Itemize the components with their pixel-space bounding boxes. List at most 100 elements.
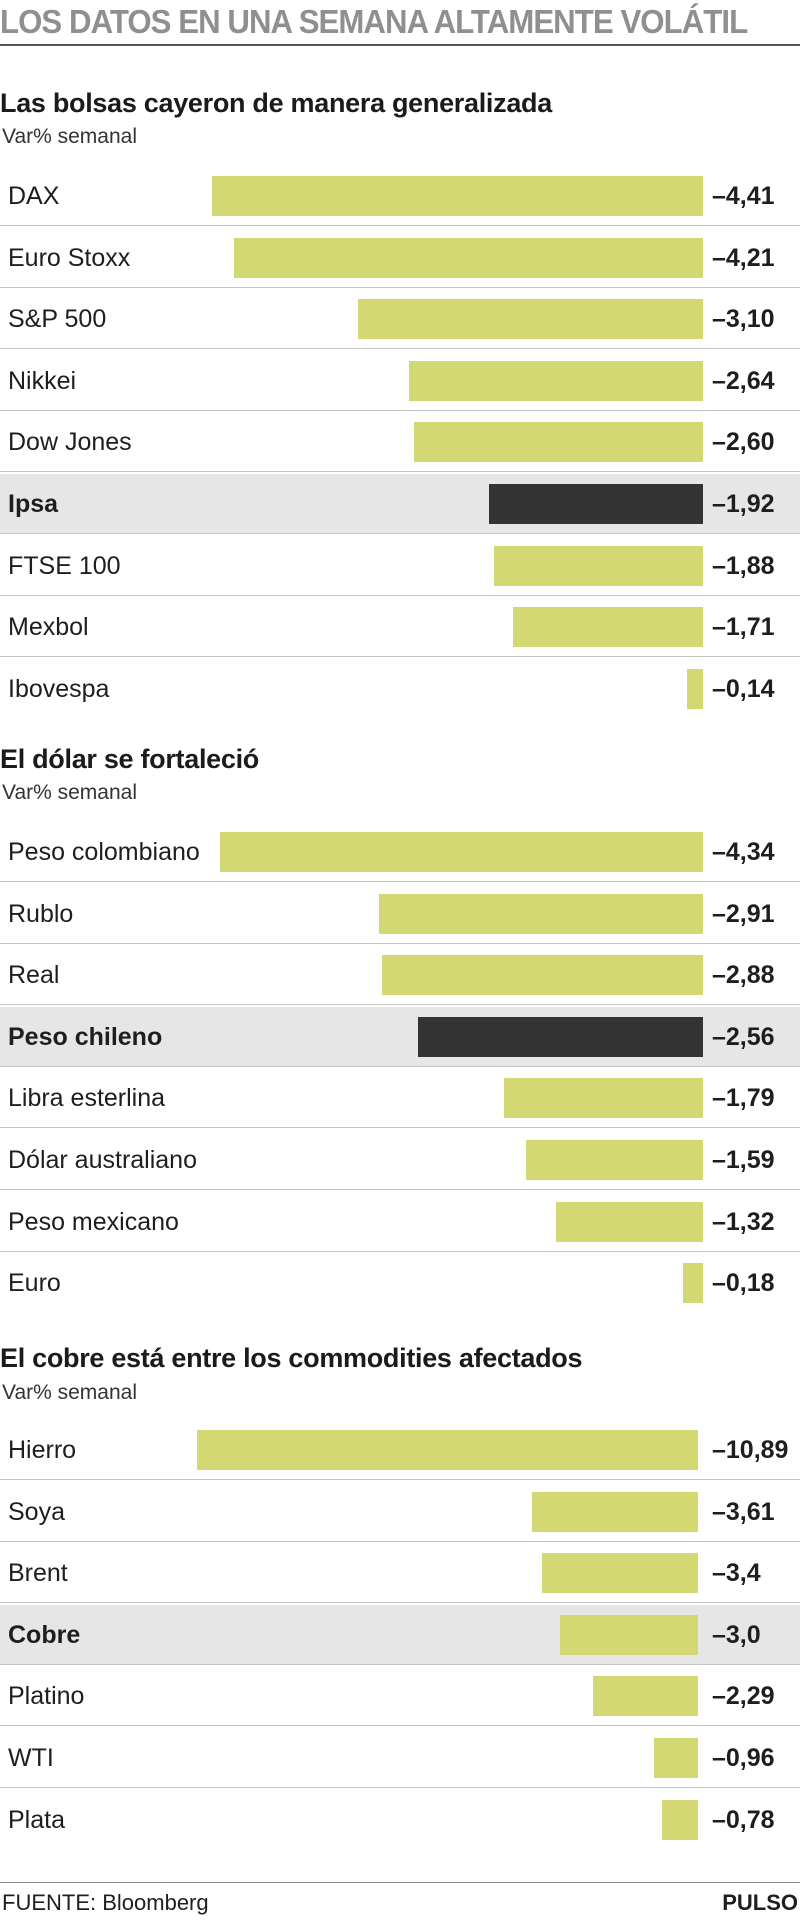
chart-3-title: El cobre está entre los commodities afec… [0, 1343, 583, 1373]
row-divider [0, 1725, 800, 1727]
chart-2-subtitle: Var% semanal [2, 781, 138, 804]
bar-nikkei [409, 360, 703, 401]
value-label: –1,71 [712, 613, 775, 642]
row-divider [0, 1540, 800, 1542]
bar-dax [212, 176, 703, 216]
bar-row-dow-jones: Dow Jones –2,60 [0, 412, 800, 473]
category-label: Cobre [8, 1620, 81, 1649]
value-label: –4,21 [712, 243, 775, 272]
bar-row-ibovespa: Ibovespa –0,14 [0, 659, 800, 719]
row-divider [0, 533, 800, 534]
value-label: –2,56 [712, 1022, 775, 1051]
category-label: Ipsa [8, 490, 59, 518]
bar-row-euro-stoxx: Euro Stoxx –4,21 [0, 228, 800, 288]
category-label: Hierro [8, 1436, 77, 1464]
category-label: Plata [8, 1805, 65, 1834]
row-divider [0, 1127, 800, 1129]
category-label: Ibovespa [8, 674, 110, 703]
bar-plata [662, 1799, 698, 1840]
bar-ibovespa [687, 668, 703, 709]
bar-row-peso-mexicano: Peso mexicano –1,32 [0, 1192, 800, 1252]
value-label: –3,0 [712, 1620, 761, 1649]
bar-row-brent: Brent –3,4 [0, 1543, 800, 1604]
bar-row-dolar-australiano: Dólar australiano –1,59 [0, 1130, 800, 1190]
bar-row-wti: WTI –0,96 [0, 1728, 800, 1788]
row-divider [0, 286, 800, 288]
category-label: Soya [8, 1497, 65, 1526]
row-divider [0, 471, 800, 473]
bar-real [382, 955, 703, 996]
category-label: Peso colombiano [8, 838, 200, 866]
category-label: WTI [8, 1744, 54, 1772]
bar-wti [653, 1738, 698, 1778]
value-label: –0,78 [712, 1805, 775, 1834]
row-divider [0, 1250, 800, 1252]
bar-row-peso-chileno: Peso chileno –2,56 [0, 1006, 800, 1067]
value-label: –2,64 [712, 366, 775, 395]
bar-row-mexbol: Mexbol –1,71 [0, 597, 800, 658]
row-divider [0, 881, 800, 882]
value-label: –0,14 [712, 674, 775, 703]
bar-cobre [560, 1614, 698, 1655]
source-note: FUENTE: Bloomberg [2, 1890, 209, 1915]
category-label: S&P 500 [8, 305, 107, 334]
row-divider [0, 656, 800, 658]
value-label: –0,18 [712, 1269, 775, 1298]
row-divider [0, 1004, 800, 1006]
row-divider [0, 1663, 800, 1665]
chart-2-title: El dólar se fortaleció [0, 744, 259, 774]
category-label: Rublo [8, 899, 74, 928]
value-label: –3,10 [712, 305, 775, 334]
bar-peso-chileno [418, 1016, 703, 1057]
headline-rule [0, 44, 800, 46]
row-divider [0, 1602, 800, 1604]
row-divider [0, 594, 800, 596]
bar-row-s-p-500: S&P 500 –3,10 [0, 289, 800, 350]
category-label: Nikkei [8, 366, 77, 395]
bar-row-rublo: Rublo –2,91 [0, 884, 800, 944]
bar-dow-jones [413, 422, 703, 463]
value-label: –2,29 [712, 1682, 775, 1711]
bar-euro [682, 1263, 703, 1304]
category-label: Euro Stoxx [8, 243, 131, 272]
row-divider [0, 409, 800, 411]
bar-libra-esterlina [503, 1078, 703, 1119]
bar-row-platino: Platino –2,29 [0, 1666, 800, 1727]
bar-dolar-australiano [526, 1140, 703, 1180]
bar-row-euro: Euro –0,18 [0, 1253, 800, 1313]
value-label: –4,41 [712, 182, 775, 210]
value-label: –1,59 [712, 1146, 775, 1174]
bar-mexbol [512, 607, 703, 648]
bar-row-ftse-100: FTSE 100 –1,88 [0, 536, 800, 596]
row-divider [0, 1065, 800, 1067]
bar-row-real: Real –2,88 [0, 945, 800, 1006]
bar-peso-colombiano [219, 832, 703, 872]
category-label: Dow Jones [8, 428, 132, 457]
value-label: –0,96 [712, 1744, 775, 1772]
value-label: –10,89 [712, 1436, 789, 1464]
bar-rublo [379, 893, 703, 934]
row-divider [0, 1479, 800, 1480]
value-label: –1,88 [712, 551, 775, 580]
bar-row-libra-esterlina: Libra esterlina –1,79 [0, 1068, 800, 1129]
value-label: –1,32 [712, 1207, 775, 1236]
value-label: –3,4 [712, 1559, 761, 1588]
brand-logo: PULSO [722, 1890, 798, 1915]
value-label: –4,34 [712, 838, 775, 866]
chart-3-subtitle: Var% semanal [2, 1381, 138, 1404]
bar-row-ipsa: Ipsa –1,92 [0, 474, 800, 534]
value-label: –1,92 [712, 490, 775, 518]
bar-ftse-100 [493, 545, 703, 586]
bar-row-nikkei: Nikkei –2,64 [0, 351, 800, 411]
bar-peso-mexicano [556, 1201, 703, 1242]
category-label: Dólar australiano [8, 1146, 197, 1174]
category-label: FTSE 100 [8, 551, 121, 580]
bar-soya [531, 1491, 698, 1532]
category-label: Peso mexicano [8, 1207, 179, 1236]
category-label: Brent [8, 1559, 68, 1588]
row-divider [0, 348, 800, 350]
bar-row-plata: Plata –0,78 [0, 1790, 800, 1850]
bar-row-soya: Soya –3,61 [0, 1482, 800, 1542]
row-divider [0, 1787, 800, 1788]
bar-platino [592, 1676, 698, 1717]
